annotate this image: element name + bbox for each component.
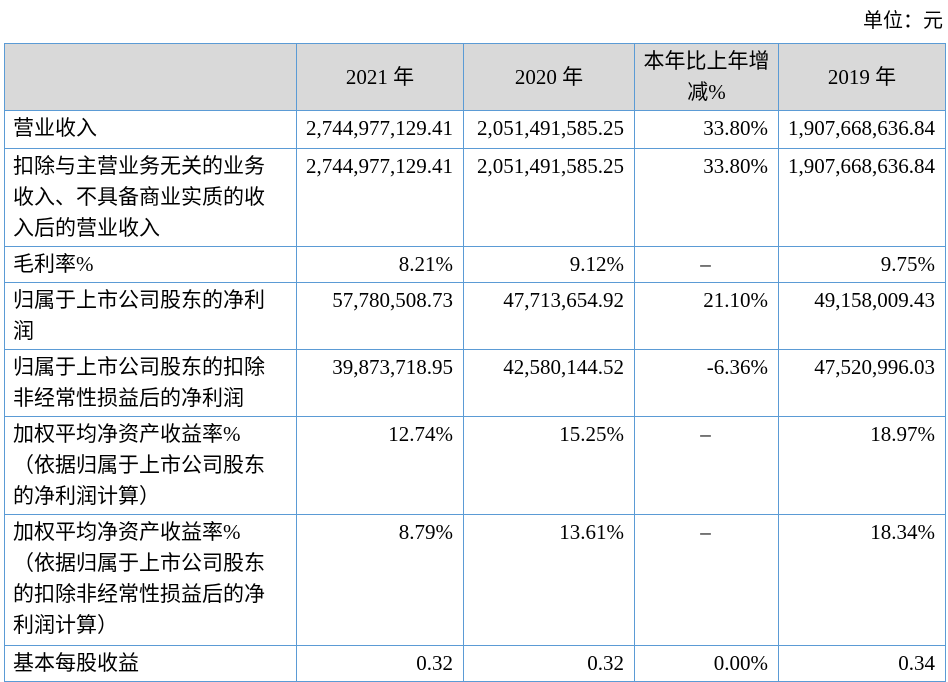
row-label-cell: 毛利率% bbox=[4, 246, 297, 283]
table-row: 归属于上市公司股东的净利润 57,780,508.73 47,713,654.9… bbox=[4, 282, 946, 350]
cell-2019: 1,907,668,636.84 bbox=[778, 110, 946, 149]
cell-2021: 57,780,508.73 bbox=[296, 282, 464, 350]
cell-2021: 8.79% bbox=[296, 514, 464, 646]
cell-2020: 13.61% bbox=[463, 514, 635, 646]
table-row: 基本每股收益 0.32 0.32 0.00% 0.34 bbox=[4, 645, 946, 682]
cell-yoy-change: 0.00% bbox=[634, 645, 779, 682]
row-label-cell: 营业收入 bbox=[4, 110, 297, 149]
cell-2020: 42,580,144.52 bbox=[463, 349, 635, 417]
row-label-cell: 加权平均净资产收益率%（依据归属于上市公司股东的扣除非经常性损益后的净利润计算） bbox=[4, 514, 297, 646]
table-row: 加权平均净资产收益率%（依据归属于上市公司股东的扣除非经常性损益后的净利润计算）… bbox=[4, 514, 946, 646]
table-header-row: 2021 年 2020 年 本年比上年增减% 2019 年 bbox=[4, 43, 946, 111]
header-blank-cell bbox=[4, 43, 297, 111]
cell-2021: 0.32 bbox=[296, 645, 464, 682]
row-label-cell: 加权平均净资产收益率%（依据归属于上市公司股东的净利润计算） bbox=[4, 416, 297, 515]
cell-2019: 18.34% bbox=[778, 514, 946, 646]
header-2019: 2019 年 bbox=[778, 43, 946, 111]
row-label-cell: 基本每股收益 bbox=[4, 645, 297, 682]
cell-yoy-change: -6.36% bbox=[634, 349, 779, 417]
cell-2020: 47,713,654.92 bbox=[463, 282, 635, 350]
table-row: 毛利率% 8.21% 9.12% – 9.75% bbox=[4, 246, 946, 283]
cell-2021: 2,744,977,129.41 bbox=[296, 148, 464, 247]
cell-2020: 0.32 bbox=[463, 645, 635, 682]
cell-yoy-change: – bbox=[634, 514, 779, 646]
cell-2021: 2,744,977,129.41 bbox=[296, 110, 464, 149]
row-label-cell: 扣除与主营业务无关的业务收入、不具备商业实质的收入后的营业收入 bbox=[4, 148, 297, 247]
table-row: 加权平均净资产收益率%（依据归属于上市公司股东的净利润计算） 12.74% 15… bbox=[4, 416, 946, 515]
cell-2020: 2,051,491,585.25 bbox=[463, 110, 635, 149]
row-label-cell: 归属于上市公司股东的净利润 bbox=[4, 282, 297, 350]
header-2020: 2020 年 bbox=[463, 43, 635, 111]
cell-2021: 12.74% bbox=[296, 416, 464, 515]
row-label-cell: 归属于上市公司股东的扣除非经常性损益后的净利润 bbox=[4, 349, 297, 417]
cell-2021: 8.21% bbox=[296, 246, 464, 283]
cell-2019: 0.34 bbox=[778, 645, 946, 682]
header-2021: 2021 年 bbox=[296, 43, 464, 111]
cell-2021: 39,873,718.95 bbox=[296, 349, 464, 417]
table-row: 营业收入 2,744,977,129.41 2,051,491,585.25 3… bbox=[4, 110, 946, 149]
cell-2019: 49,158,009.43 bbox=[778, 282, 946, 350]
table-row: 归属于上市公司股东的扣除非经常性损益后的净利润 39,873,718.95 42… bbox=[4, 349, 946, 417]
cell-yoy-change: 33.80% bbox=[634, 110, 779, 149]
cell-2019: 47,520,996.03 bbox=[778, 349, 946, 417]
cell-2019: 1,907,668,636.84 bbox=[778, 148, 946, 247]
header-yoy-change: 本年比上年增减% bbox=[634, 43, 779, 111]
cell-yoy-change: – bbox=[634, 416, 779, 515]
cell-yoy-change: 33.80% bbox=[634, 148, 779, 247]
table-body: 营业收入 2,744,977,129.41 2,051,491,585.25 3… bbox=[4, 110, 946, 682]
cell-2020: 2,051,491,585.25 bbox=[463, 148, 635, 247]
cell-yoy-change: 21.10% bbox=[634, 282, 779, 350]
cell-2020: 15.25% bbox=[463, 416, 635, 515]
cell-2020: 9.12% bbox=[463, 246, 635, 283]
cell-2019: 9.75% bbox=[778, 246, 946, 283]
financial-summary-table: 2021 年 2020 年 本年比上年增减% 2019 年 营业收入 2,744… bbox=[4, 43, 946, 682]
table-row: 扣除与主营业务无关的业务收入、不具备商业实质的收入后的营业收入 2,744,97… bbox=[4, 148, 946, 247]
unit-label: 单位：元 bbox=[863, 10, 943, 32]
cell-yoy-change: – bbox=[634, 246, 779, 283]
cell-2019: 18.97% bbox=[778, 416, 946, 515]
